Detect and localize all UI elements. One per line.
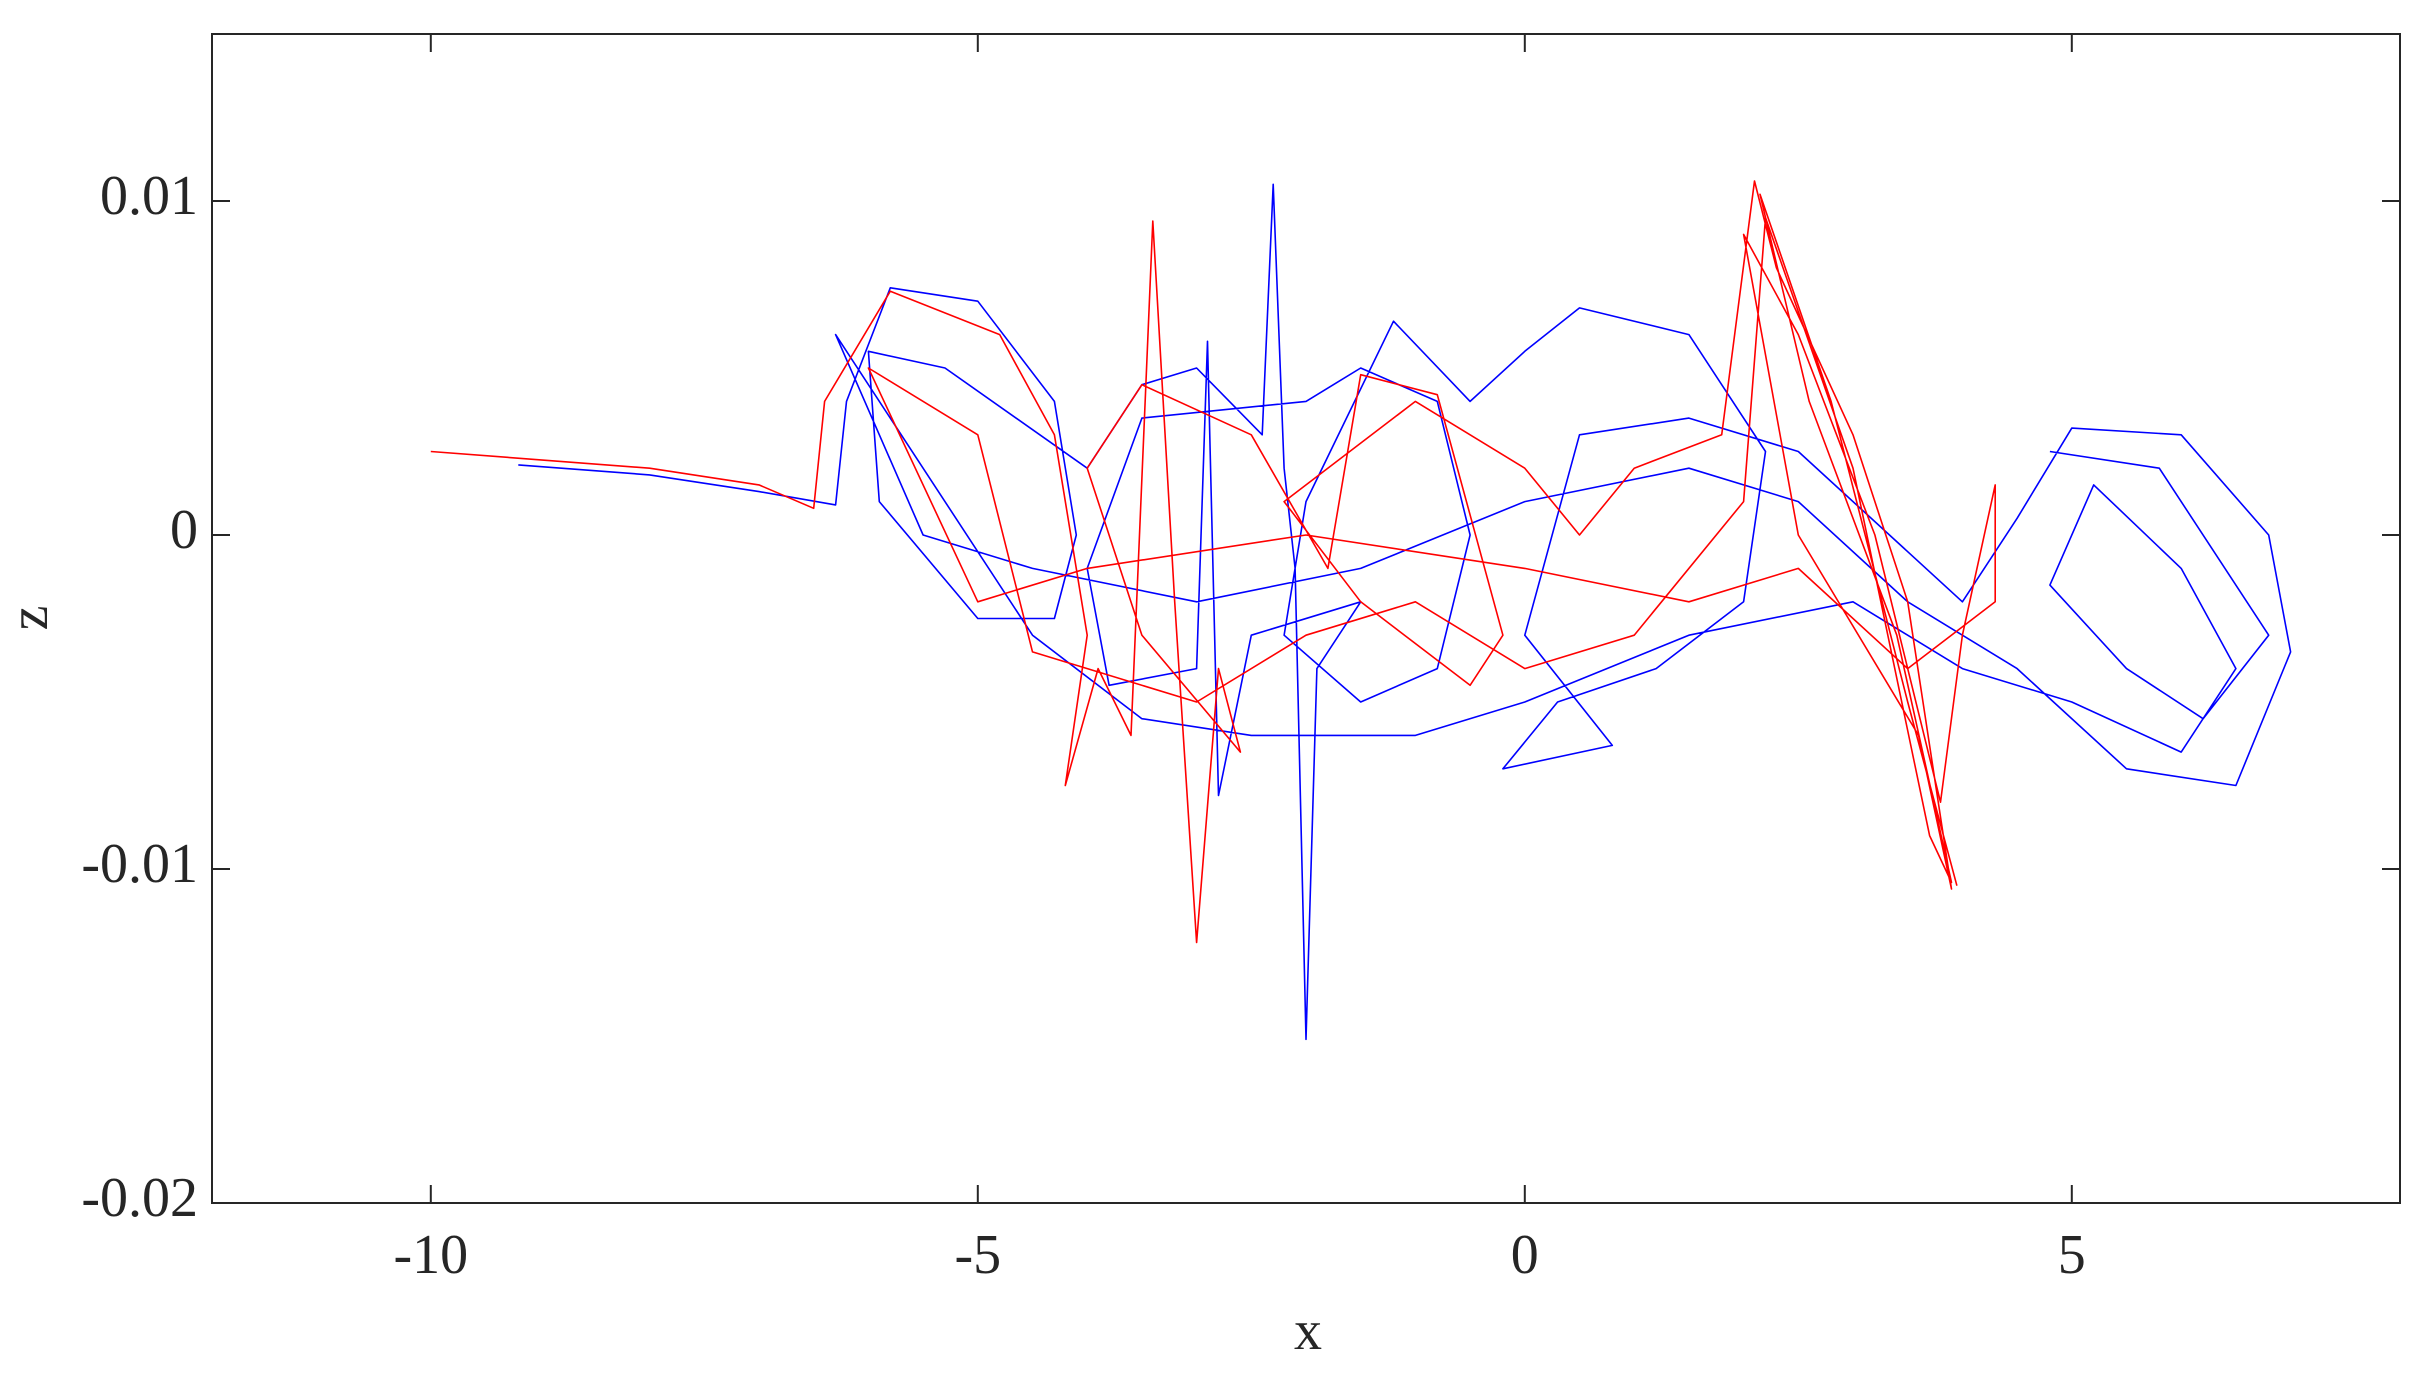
x-tick-label: 0 [1511,1224,1539,1286]
y-tick-label: 0 [170,499,198,561]
x-tick-label: -10 [393,1224,468,1286]
x-tick-label: -5 [954,1224,1001,1286]
plot-frame [211,33,2401,1204]
y-axis-label: z [0,606,60,631]
y-tick-label: -0.01 [81,833,198,895]
y-tick-label: 0.01 [100,165,198,227]
trajectory [518,183,2292,1041]
y-tick-label: -0.02 [81,1167,198,1229]
x-axis-label: x [1294,1300,1322,1362]
trajectory [430,180,1996,944]
x-tick-label: 5 [2058,1224,2086,1286]
